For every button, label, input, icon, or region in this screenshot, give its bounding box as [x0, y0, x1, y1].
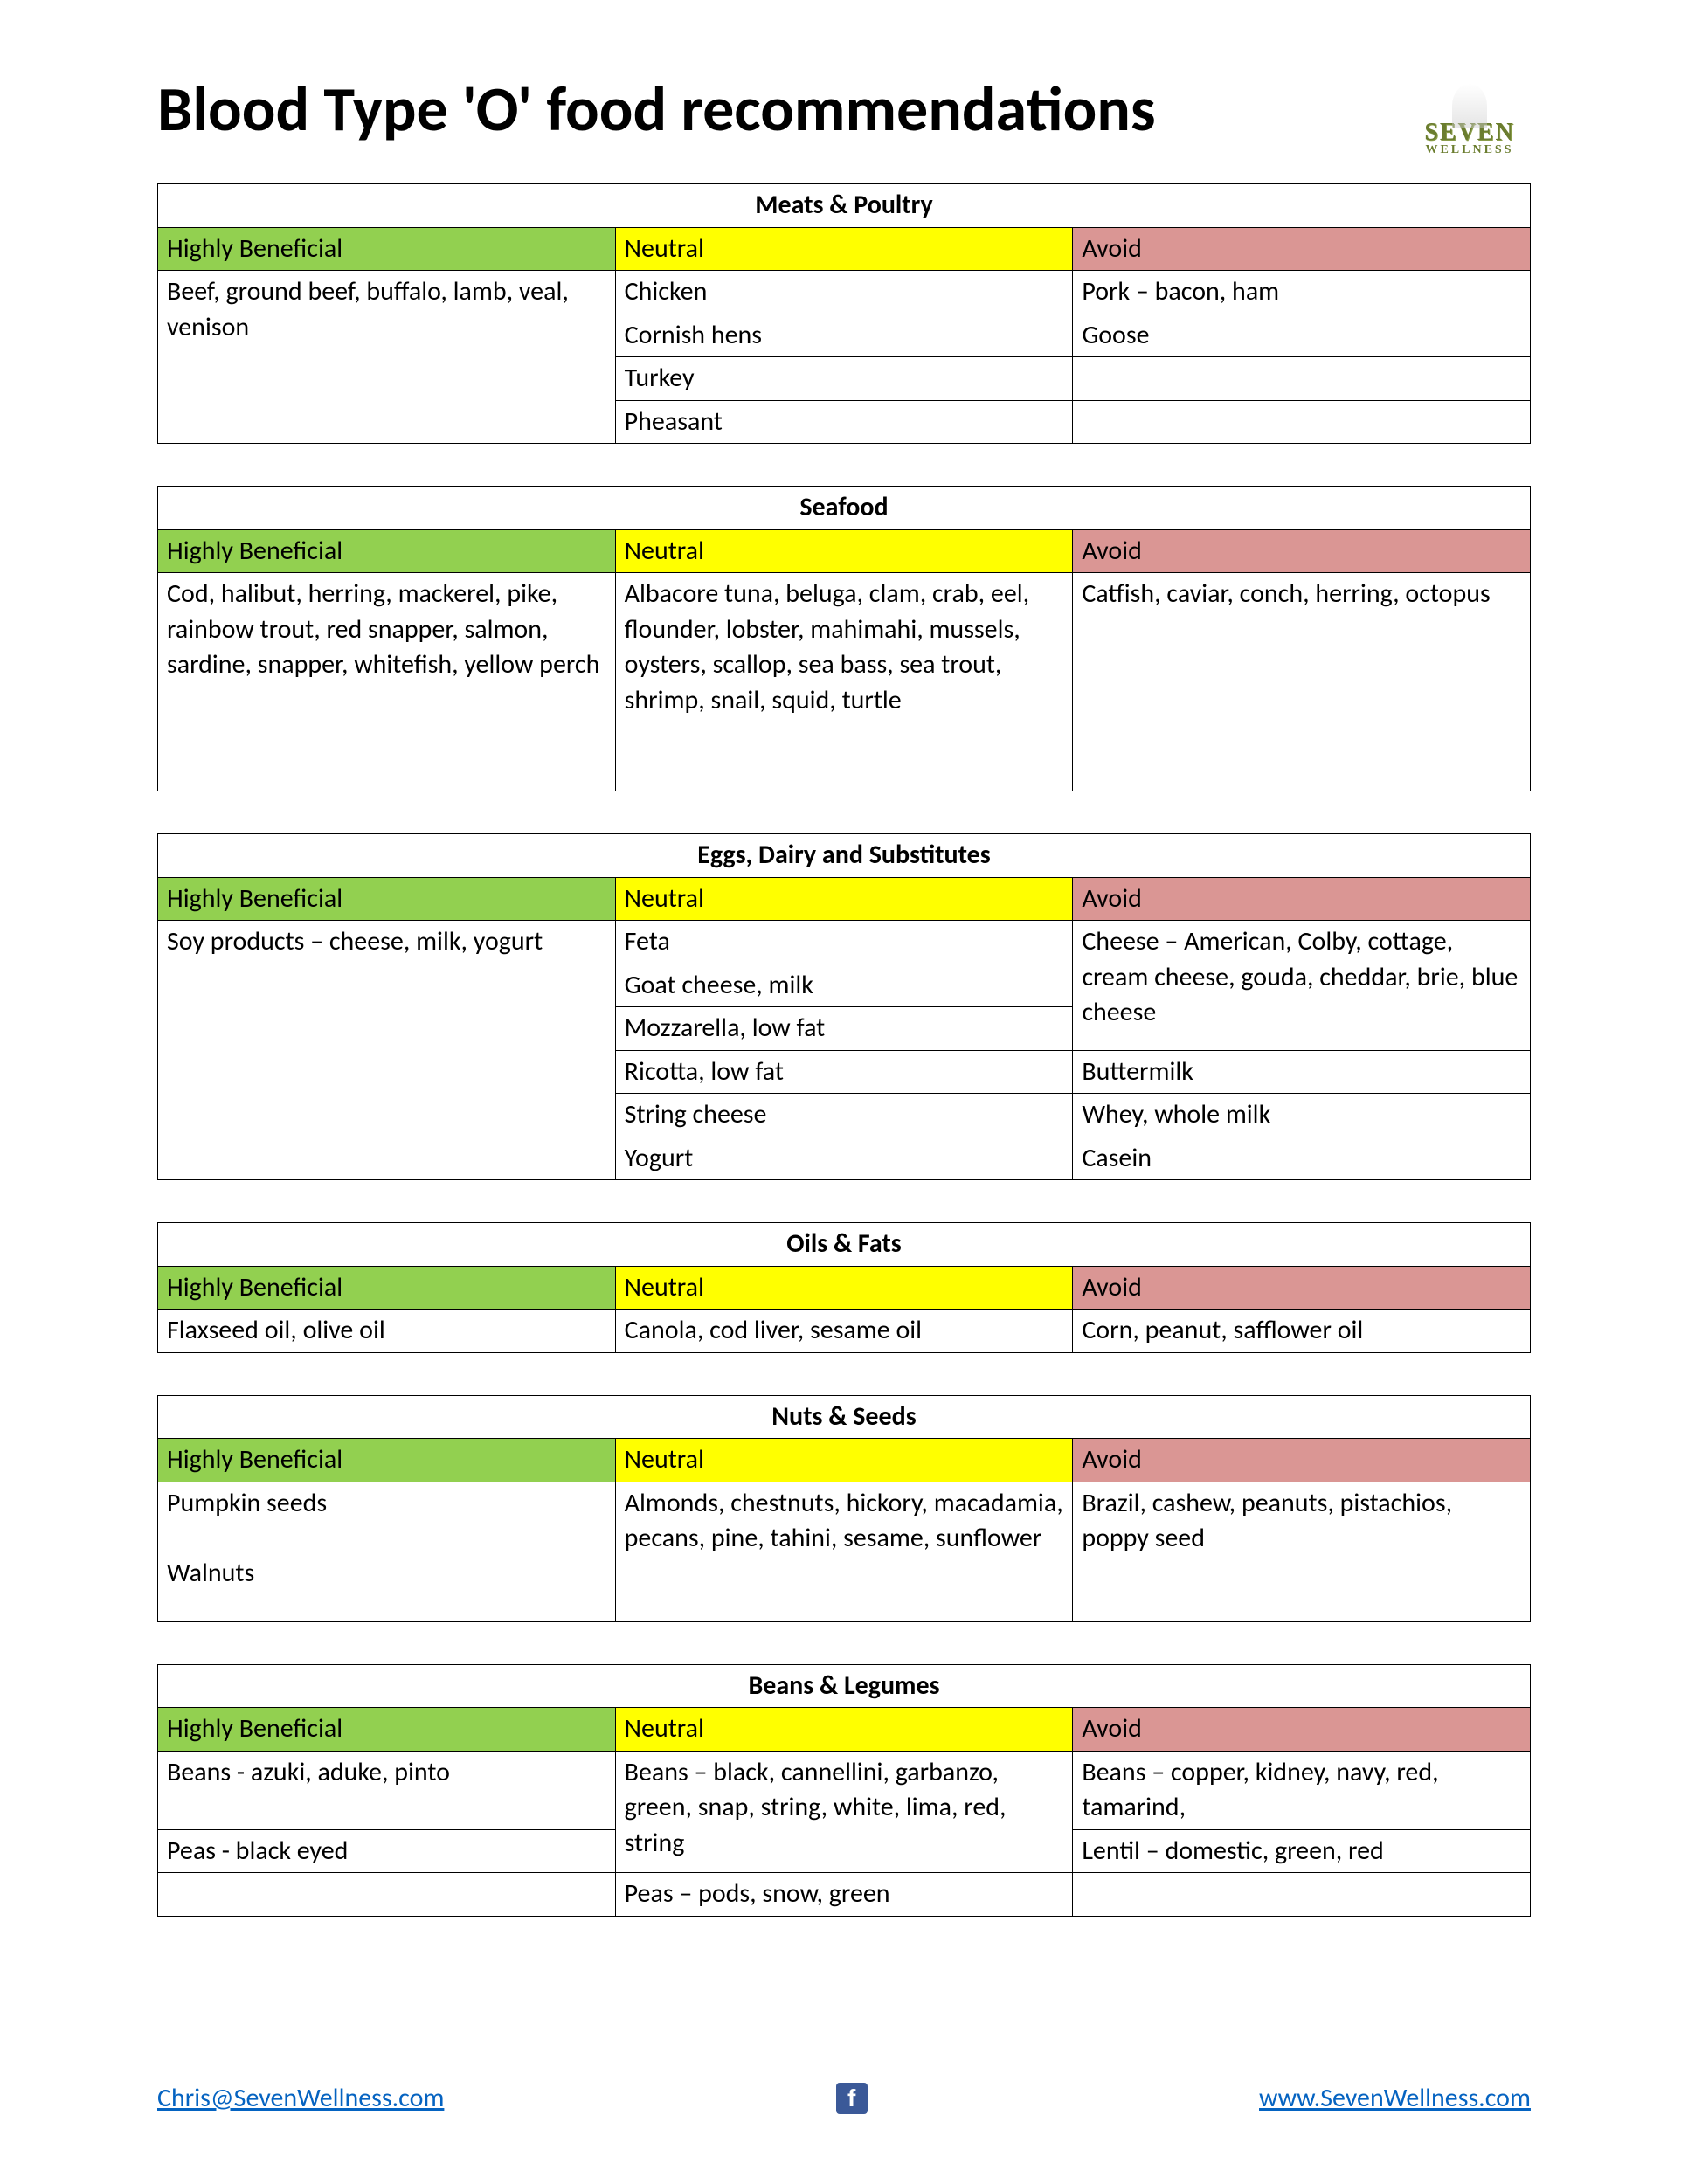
table-meats-poultry: Meats & Poultry Highly Beneficial Neutra…: [157, 183, 1531, 444]
cell: Pork – bacon, ham: [1073, 271, 1531, 314]
cell: Goat cheese, milk: [615, 964, 1073, 1007]
col-header-avoid: Avoid: [1073, 877, 1531, 921]
cell: Casein: [1073, 1137, 1531, 1180]
cell: Corn, peanut, safflower oil: [1073, 1310, 1531, 1353]
col-header-beneficial: Highly Beneficial: [158, 877, 616, 921]
logo: SEVEN WELLNESS: [1408, 61, 1531, 157]
col-header-beneficial: Highly Beneficial: [158, 529, 616, 573]
col-header-neutral: Neutral: [615, 1266, 1073, 1310]
page-title: Blood Type 'O' food recommendations: [157, 71, 1156, 148]
cell: Beans - azuki, aduke, pinto: [158, 1751, 616, 1829]
page: Blood Type 'O' food recommendations SEVE…: [0, 0, 1688, 2184]
cell: Chicken: [615, 271, 1073, 314]
cell: Whey, whole milk: [1073, 1094, 1531, 1137]
col-header-avoid: Avoid: [1073, 1708, 1531, 1752]
table-seafood: Seafood Highly Beneficial Neutral Avoid …: [157, 486, 1531, 791]
col-header-neutral: Neutral: [615, 1708, 1073, 1752]
col-header-avoid: Avoid: [1073, 1439, 1531, 1482]
col-header-avoid: Avoid: [1073, 1266, 1531, 1310]
cell: Beef, ground beef, buffalo, lamb, veal, …: [158, 271, 616, 444]
table-oils-fats: Oils & Fats Highly Beneficial Neutral Av…: [157, 1222, 1531, 1353]
cell: Soy products – cheese, milk, yogurt: [158, 921, 616, 1180]
col-header-beneficial: Highly Beneficial: [158, 1439, 616, 1482]
section-title: Nuts & Seeds: [158, 1395, 1531, 1439]
cell: Turkey: [615, 357, 1073, 401]
cell: [1073, 1873, 1531, 1917]
cell: Cornish hens: [615, 314, 1073, 357]
section-title: Oils & Fats: [158, 1223, 1531, 1267]
cell: [1073, 357, 1531, 401]
col-header-beneficial: Highly Beneficial: [158, 1266, 616, 1310]
table-eggs-dairy: Eggs, Dairy and Substitutes Highly Benef…: [157, 833, 1531, 1180]
facebook-icon[interactable]: f: [836, 2083, 868, 2114]
cell: Pheasant: [615, 400, 1073, 444]
cell: [158, 1873, 616, 1917]
col-header-beneficial: Highly Beneficial: [158, 227, 616, 271]
cell: Buttermilk: [1073, 1050, 1531, 1094]
cell: Albacore tuna, beluga, clam, crab, eel, …: [615, 573, 1073, 791]
cell: Pumpkin seeds: [158, 1482, 616, 1552]
cell: Cod, halibut, herring, mackerel, pike, r…: [158, 573, 616, 791]
col-header-beneficial: Highly Beneficial: [158, 1708, 616, 1752]
cell: Peas - black eyed: [158, 1829, 616, 1873]
cell: Brazil, cashew, peanuts, pistachios, pop…: [1073, 1482, 1531, 1621]
table-beans-legumes: Beans & Legumes Highly Beneficial Neutra…: [157, 1664, 1531, 1917]
cell: Walnuts: [158, 1552, 616, 1621]
logo-smoke-icon: [1452, 84, 1487, 128]
col-header-neutral: Neutral: [615, 227, 1073, 271]
col-header-avoid: Avoid: [1073, 529, 1531, 573]
col-header-neutral: Neutral: [615, 877, 1073, 921]
cell: String cheese: [615, 1094, 1073, 1137]
cell: Goose: [1073, 314, 1531, 357]
footer-email-link[interactable]: Chris@SevenWellness.com: [157, 2082, 444, 2114]
cell: Beans – copper, kidney, navy, red, tamar…: [1073, 1751, 1531, 1829]
cell: Catfish, caviar, conch, herring, octopus: [1073, 573, 1531, 791]
cell: Peas – pods, snow, green: [615, 1873, 1073, 1917]
cell: [1073, 400, 1531, 444]
cell: Mozzarella, low fat: [615, 1007, 1073, 1051]
cell: Canola, cod liver, sesame oil: [615, 1310, 1073, 1353]
col-header-neutral: Neutral: [615, 1439, 1073, 1482]
footer-website-link[interactable]: www.SevenWellness.com: [1259, 2082, 1531, 2114]
cell: Feta: [615, 921, 1073, 964]
cell: Ricotta, low fat: [615, 1050, 1073, 1094]
cell: Beans – black, cannellini, garbanzo, gre…: [615, 1751, 1073, 1873]
section-title: Eggs, Dairy and Substitutes: [158, 834, 1531, 878]
section-title: Seafood: [158, 487, 1531, 530]
footer: Chris@SevenWellness.com f www.SevenWelln…: [157, 2082, 1531, 2114]
col-header-avoid: Avoid: [1073, 227, 1531, 271]
header: Blood Type 'O' food recommendations SEVE…: [157, 61, 1531, 157]
cell: Flaxseed oil, olive oil: [158, 1310, 616, 1353]
table-nuts-seeds: Nuts & Seeds Highly Beneficial Neutral A…: [157, 1395, 1531, 1622]
logo-sub-text: WELLNESS: [1425, 143, 1513, 157]
cell: Almonds, chestnuts, hickory, macadamia, …: [615, 1482, 1073, 1621]
section-title: Meats & Poultry: [158, 184, 1531, 228]
cell: Yogurt: [615, 1137, 1073, 1180]
cell: Cheese – American, Colby, cottage, cream…: [1073, 921, 1531, 1051]
section-title: Beans & Legumes: [158, 1664, 1531, 1708]
col-header-neutral: Neutral: [615, 529, 1073, 573]
cell: Lentil – domestic, green, red: [1073, 1829, 1531, 1873]
